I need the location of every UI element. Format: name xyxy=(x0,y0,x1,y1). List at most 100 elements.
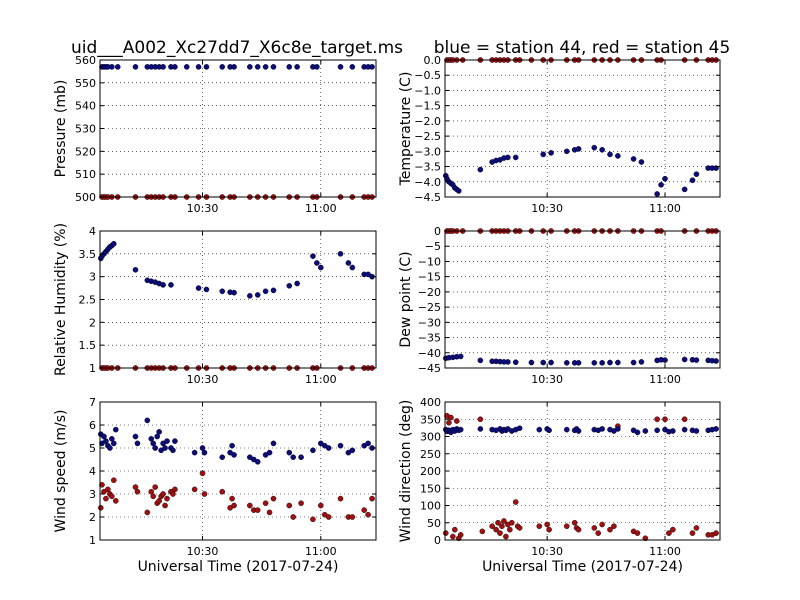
data-point xyxy=(575,428,582,434)
data-point xyxy=(654,416,660,423)
data-point xyxy=(638,359,645,365)
y-axis-label: Relative Humidity (%) xyxy=(53,223,69,376)
series-station-45 xyxy=(442,412,719,542)
data-point xyxy=(638,159,645,165)
data-point xyxy=(693,428,700,434)
data-point xyxy=(201,449,208,456)
data-point xyxy=(536,426,543,433)
y-tick-label: −5 xyxy=(425,240,441,253)
data-point xyxy=(548,150,554,156)
data-point xyxy=(477,357,484,364)
data-point xyxy=(457,353,464,360)
y-tick-label: −3.5 xyxy=(414,161,441,174)
data-point xyxy=(294,64,300,70)
data-point xyxy=(114,64,121,70)
data-point xyxy=(512,154,519,161)
series-station-45 xyxy=(97,470,375,523)
y-tick-label: 540 xyxy=(75,100,96,113)
data-point xyxy=(497,530,503,536)
data-point xyxy=(112,498,119,504)
y-tick-label: 350 xyxy=(420,413,441,426)
data-point xyxy=(457,426,464,433)
data-point xyxy=(99,481,105,488)
data-point xyxy=(493,526,499,533)
panel-winddirection: 0 50 100 150 200 250 300 350 400 10:30 11:00 Wind d… xyxy=(398,396,721,575)
data-point xyxy=(599,360,605,366)
data-point xyxy=(254,458,261,465)
data-point xyxy=(160,282,166,288)
panel-temperature: −4.5 −4.0 −3.5 −3.0 −2.5 −2.0 −1.5 −1.0 −0.5 0.0 1… xyxy=(398,54,721,215)
data-point xyxy=(314,64,320,70)
data-point xyxy=(148,435,155,442)
data-point xyxy=(349,447,356,454)
data-point xyxy=(548,359,554,366)
data-point xyxy=(607,151,613,158)
data-point xyxy=(170,491,176,497)
data-point xyxy=(109,493,115,500)
data-point xyxy=(457,532,464,538)
axes-frame xyxy=(444,59,721,198)
data-point xyxy=(681,426,688,433)
data-point xyxy=(505,154,511,161)
data-point xyxy=(162,502,168,509)
y-tick-label: 200 xyxy=(420,465,441,478)
y-tick-label: 500 xyxy=(75,191,96,204)
data-point xyxy=(634,429,641,436)
data-point xyxy=(681,186,688,193)
data-point xyxy=(512,359,519,366)
data-point xyxy=(453,418,460,424)
data-point xyxy=(266,449,273,456)
data-point xyxy=(505,359,511,365)
data-point xyxy=(107,445,113,451)
data-point xyxy=(111,440,117,447)
y-tick-label: −35 xyxy=(418,332,441,345)
data-point xyxy=(681,356,688,363)
data-point xyxy=(337,64,344,70)
y-tick-label: 520 xyxy=(75,145,96,158)
panel-humidity: 1 1.5 2 2.5 3 3.5 4 10:30 11:00 Relative Humidity… xyxy=(53,223,377,386)
data-point xyxy=(607,526,613,533)
y-tick-label: 50 xyxy=(427,517,441,530)
data-point xyxy=(219,488,226,495)
data-point xyxy=(599,426,605,432)
data-point xyxy=(591,525,598,531)
y-tick-label: 2 xyxy=(89,316,96,329)
data-point xyxy=(607,359,613,366)
y-tick-label: −40 xyxy=(418,347,441,360)
y-tick-label: 1.5 xyxy=(79,339,97,352)
data-point xyxy=(262,288,269,295)
data-point xyxy=(270,440,277,447)
data-point xyxy=(317,264,324,271)
y-tick-label: 3 xyxy=(89,488,96,501)
panel-dewpoint: −45 −40 −35 −30 −25 −20 −15 −10 −5 0 10:30 11:00 Dew… xyxy=(398,225,721,386)
data-point xyxy=(489,523,495,530)
y-tick-label: 0.0 xyxy=(424,54,442,67)
y-tick-label: 1 xyxy=(89,362,96,375)
data-point xyxy=(164,438,170,444)
x-tick-label: 11:00 xyxy=(305,373,337,386)
data-point xyxy=(325,514,332,520)
data-point xyxy=(183,64,190,70)
data-point xyxy=(254,64,261,70)
y-tick-label: −25 xyxy=(418,301,441,314)
data-point xyxy=(231,64,237,70)
data-point xyxy=(134,488,141,495)
data-point xyxy=(662,357,668,363)
data-point xyxy=(546,427,552,434)
data-point xyxy=(571,519,578,526)
title-right: blue = station 44, red = station 45 xyxy=(434,38,731,58)
y-tick-label: −2.5 xyxy=(414,130,441,143)
data-point xyxy=(540,151,547,158)
data-point xyxy=(563,148,570,155)
data-point xyxy=(563,523,570,530)
data-point xyxy=(191,486,198,493)
data-point xyxy=(132,267,139,273)
data-point xyxy=(150,493,157,500)
data-point xyxy=(477,166,484,173)
data-point xyxy=(337,251,344,257)
y-tick-label: 6 xyxy=(89,419,96,432)
data-point xyxy=(164,495,170,502)
data-point xyxy=(314,260,320,266)
